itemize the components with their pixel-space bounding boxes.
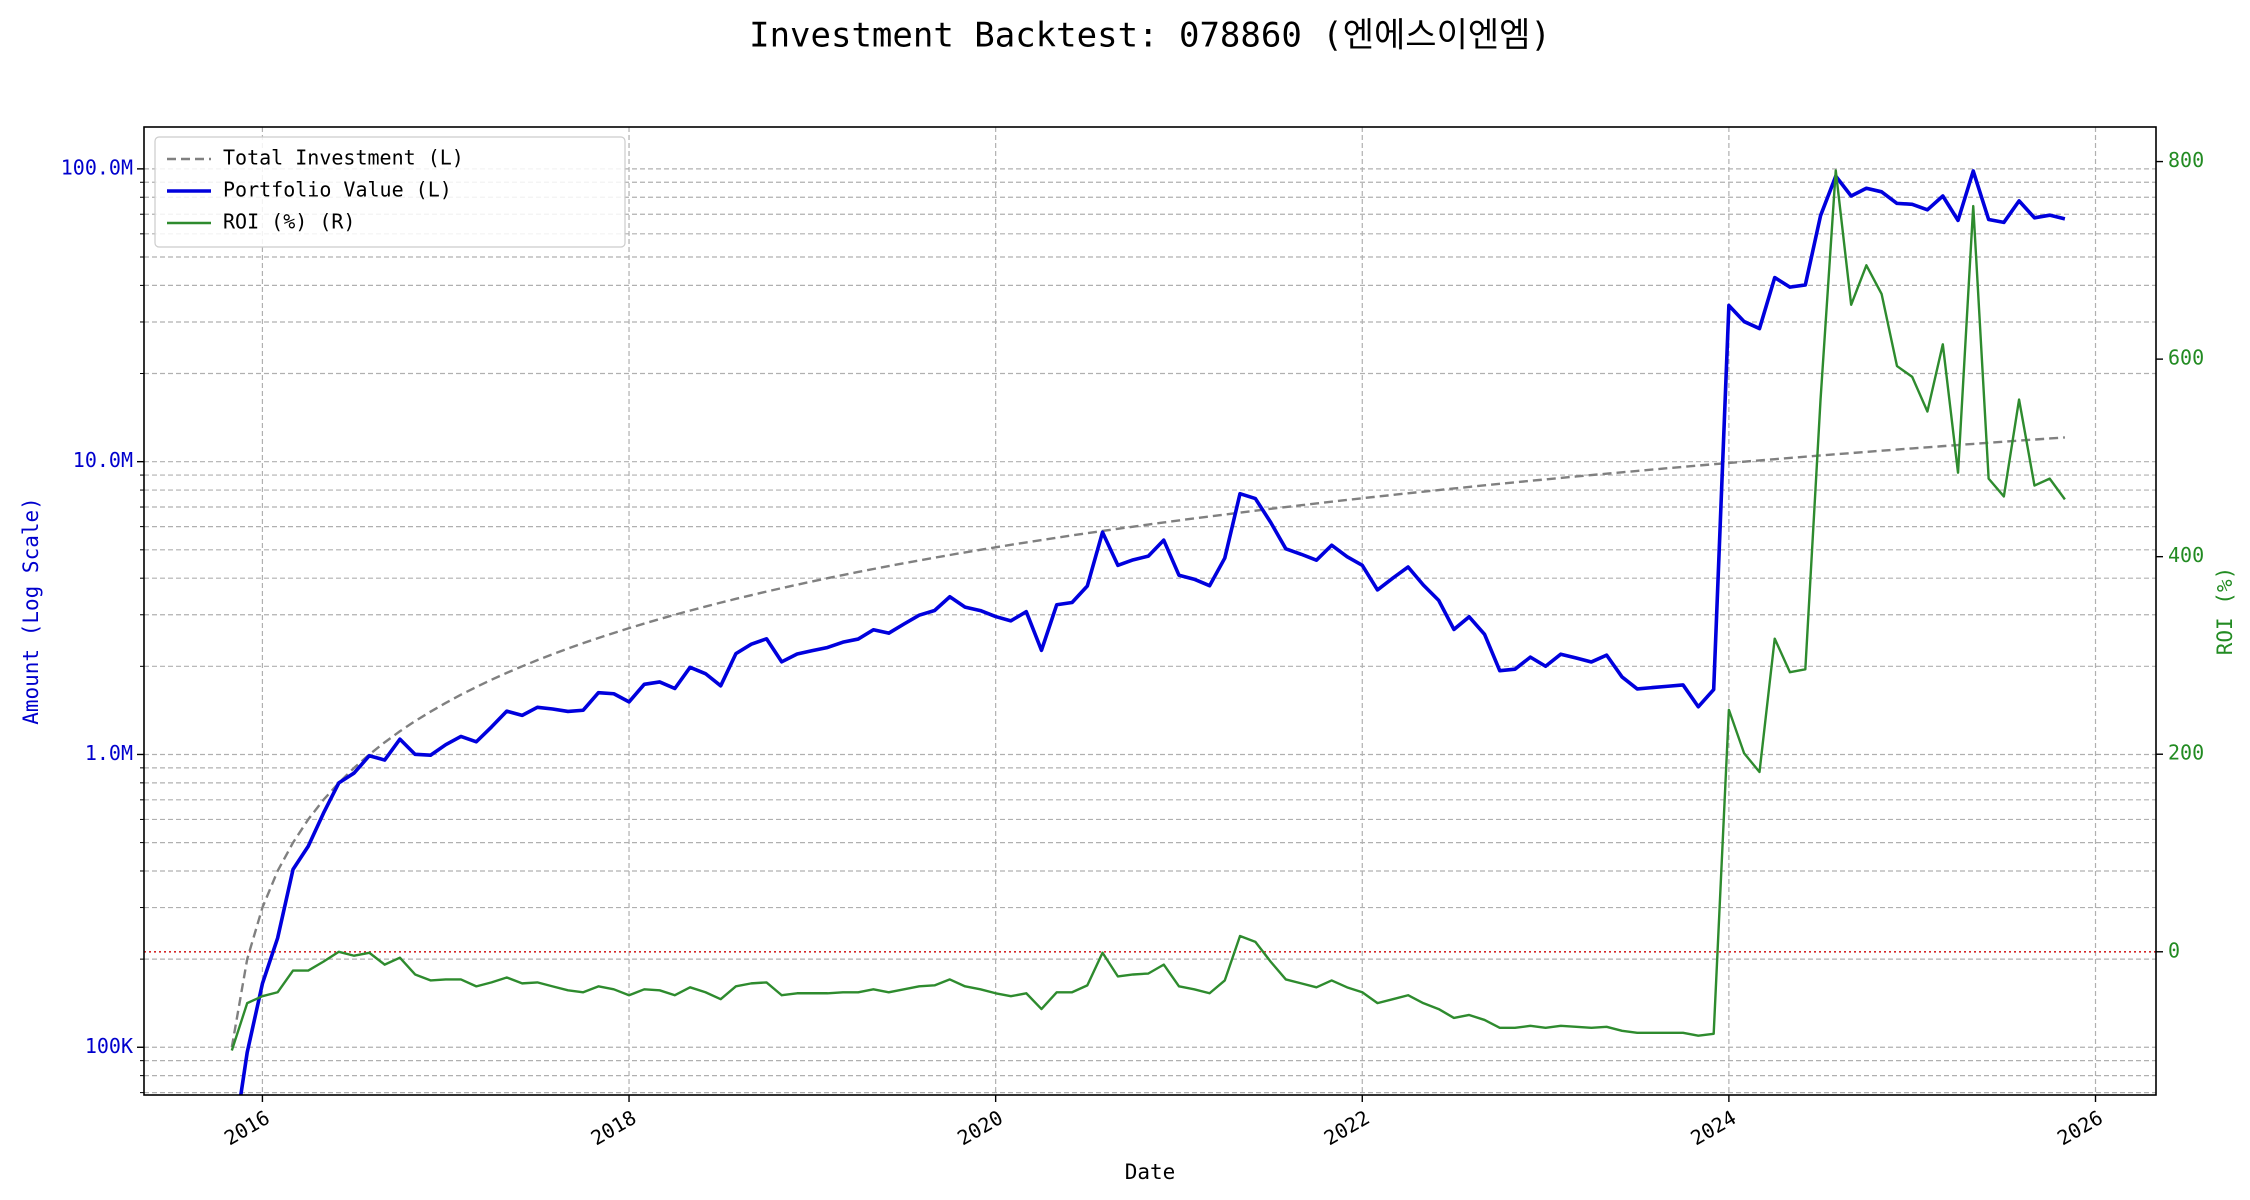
y-tick-label: 100.0M xyxy=(61,155,133,179)
x-tick-label: 2024 xyxy=(1686,1105,1740,1150)
y2-tick-label: 400 xyxy=(2168,543,2204,567)
y2-tick-label: 600 xyxy=(2168,346,2204,370)
y-tick-label: 100K xyxy=(85,1034,133,1058)
y-axis-label: Amount (Log Scale) xyxy=(19,497,43,725)
x-tick-label: 2016 xyxy=(220,1105,274,1150)
series-line xyxy=(230,169,2066,1051)
legend-box xyxy=(154,136,626,248)
y-tick-label: 10.0M xyxy=(73,448,133,472)
x-axis-label: Date xyxy=(1125,1160,1176,1184)
legend-label: Portfolio Value (L) xyxy=(223,178,452,202)
plot-frame xyxy=(143,126,2157,1096)
legend-label: Total Investment (L) xyxy=(223,146,464,170)
chart-title: Investment Backtest: 078860 (엔에스이엔엠) xyxy=(749,16,1551,56)
x-tick-label: 2022 xyxy=(1320,1105,1374,1150)
plot-area xyxy=(230,169,2066,1095)
y2-axis-label: ROI (%) xyxy=(2213,567,2237,656)
y2-tick-label: 0 xyxy=(2168,938,2180,962)
x-tick-label: 2026 xyxy=(2053,1105,2107,1150)
y-tick-label: 1.0M xyxy=(85,741,133,765)
x-tick-label: 2018 xyxy=(587,1105,641,1150)
y2-tick-label: 200 xyxy=(2168,741,2204,765)
legend-label: ROI (%) (R) xyxy=(223,210,355,234)
y2-tick-label: 800 xyxy=(2168,148,2204,172)
x-tick-label: 2020 xyxy=(953,1105,1007,1150)
series-line xyxy=(238,169,2066,1095)
series-line xyxy=(230,436,2065,1048)
